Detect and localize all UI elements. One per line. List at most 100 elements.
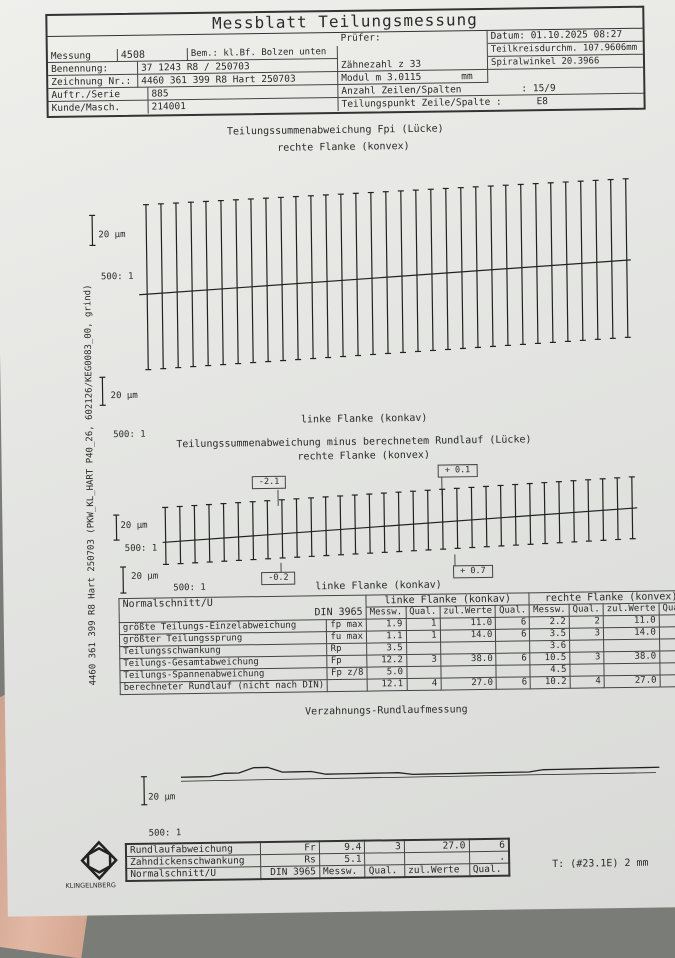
chart1-tooth-bar <box>251 199 253 363</box>
chart1-tooth-bar <box>236 200 238 364</box>
chart2-min-left: -0.2 <box>261 572 296 585</box>
runout-scale-bar: 20 µm <box>148 792 175 803</box>
chart2-tooth-bar <box>326 497 327 556</box>
col-header: zul.Werte <box>603 603 659 616</box>
chart2-tooth-bar <box>603 479 604 540</box>
chart2-bottom-label: linke Flanke (konkav) <box>315 580 442 594</box>
right-value <box>660 663 675 675</box>
col-header: Qual. <box>406 606 440 618</box>
chart2-tooth-bar <box>209 505 210 562</box>
left-value <box>496 641 530 653</box>
chart2-tooth-bar <box>369 494 370 553</box>
value <box>365 853 405 866</box>
left-value: 14.0 <box>440 629 496 642</box>
results-table: Normalschnitt/U DIN 3965 linke Flanke (k… <box>118 590 675 695</box>
left-value: 38.0 <box>440 653 496 666</box>
chart2-scale-bar-top: 20 µm <box>120 521 147 532</box>
chart1-tooth-bar <box>491 186 493 346</box>
right-value: 2 <box>569 616 603 628</box>
chart1-tooth-bar <box>371 193 373 355</box>
chart1-tooth-bar <box>551 183 553 343</box>
left-value: 1 <box>406 618 440 630</box>
col-header: Qual. <box>495 605 529 617</box>
chart1-tooth-bar <box>356 193 358 355</box>
chart2-tooth-bar <box>384 493 385 552</box>
chart1-tooth-bar <box>176 203 178 368</box>
runout-curve <box>181 762 660 778</box>
chart1-tooth-bar <box>446 188 448 349</box>
right-value: 11.0 <box>603 615 659 628</box>
left-value: 1.9 <box>366 619 406 632</box>
chart1-tooth-bar <box>476 187 478 348</box>
chart1-tooth-bar <box>506 185 508 345</box>
chart1-tooth-bar <box>581 181 583 340</box>
chart1-scale-bar-top: 20 µm <box>98 230 125 241</box>
chart1-bottom-label: linke Flanke (konkav) <box>301 413 428 427</box>
row-symbol: Rs <box>261 854 320 867</box>
left-value: 12.1 <box>367 679 407 692</box>
chart2-scale-top: 500: 1 <box>125 544 158 555</box>
chart2-max-left: + 0.7 <box>453 565 493 579</box>
logo-text: KLINGELNBERG <box>65 881 116 890</box>
right-value: 3.5 <box>530 628 570 641</box>
chart2-tooth-bar <box>515 485 516 546</box>
left-value: 1 <box>406 630 440 642</box>
chart1-tooth-bar <box>191 202 193 366</box>
right-value: 10.2 <box>531 676 571 689</box>
chart2-scale-bottom: 500: 1 <box>173 583 206 594</box>
chart1-tooth-bar <box>161 204 163 369</box>
right-value: 3 <box>570 652 604 664</box>
row-symbol: fp max <box>327 619 367 632</box>
left-value <box>440 641 496 654</box>
left-value: 12.2 <box>367 655 407 668</box>
col-header: Messw. <box>366 607 406 620</box>
din-label: DIN 3965 <box>261 866 320 879</box>
chart1-tooth-bar <box>461 188 463 349</box>
chart1-tooth-bar <box>596 180 598 339</box>
chart1-tooth-bar <box>281 197 283 360</box>
chart2-tooth-bar <box>180 506 181 563</box>
left-value: 4 <box>407 678 441 690</box>
right-value: 6 <box>660 675 675 687</box>
right-value <box>570 640 604 652</box>
chart1-tooth-bar <box>296 197 298 360</box>
chart2-scale-bar-bottom: 20 µm <box>131 572 158 583</box>
right-value: 27.0 <box>604 675 660 688</box>
col-header: Qual. <box>569 604 603 616</box>
value: 9.4 <box>319 841 365 854</box>
chart2-tooth-bar <box>413 491 414 551</box>
chart1-tooth-bar <box>401 191 403 353</box>
chart2-tooth-bar <box>165 507 166 564</box>
chart2-tooth-bar <box>253 502 254 560</box>
col-header: Qual. <box>365 865 405 878</box>
col-header: zul.Werte <box>405 864 470 877</box>
value: 5.1 <box>319 853 365 866</box>
chart1-tooth-bar <box>386 192 388 354</box>
chart2-tooth-bar <box>224 504 225 562</box>
left-value: 1.1 <box>366 631 406 644</box>
normalschnitt-label: Normalschnitt/U <box>126 867 261 881</box>
chart1-tooth-bar <box>146 205 148 370</box>
chart2-tooth-bar <box>398 492 399 551</box>
measurement-sheet: Messblatt Teilungsmessung Prüfer: Datum:… <box>0 0 675 917</box>
chart2-tooth-bar <box>194 506 195 563</box>
right-value: 6 <box>659 615 675 627</box>
chart1-tooth-bar <box>326 195 328 358</box>
chart1-tooth-bar <box>536 184 538 344</box>
chart1-tooth-bar <box>431 189 433 350</box>
value <box>404 852 469 865</box>
chart2-tooth-bar <box>428 490 429 550</box>
left-value: 11.0 <box>440 617 496 630</box>
right-value: 6 <box>660 651 675 663</box>
row-symbol: Fp z/8 <box>327 667 367 680</box>
chart2-tooth-bar <box>442 489 443 549</box>
chart2-tooth-bar <box>267 501 268 559</box>
row-symbol <box>328 679 368 692</box>
right-value <box>659 639 675 651</box>
chart2-tooth-bar <box>559 482 560 543</box>
chart1-tooth-bar <box>221 201 223 365</box>
right-value: 2.2 <box>530 616 570 629</box>
row-name: berechneter Rundlauf (nicht nach DIN) <box>120 680 328 695</box>
left-value: 5.0 <box>367 667 407 680</box>
chart2-tooth-bar <box>544 483 545 544</box>
